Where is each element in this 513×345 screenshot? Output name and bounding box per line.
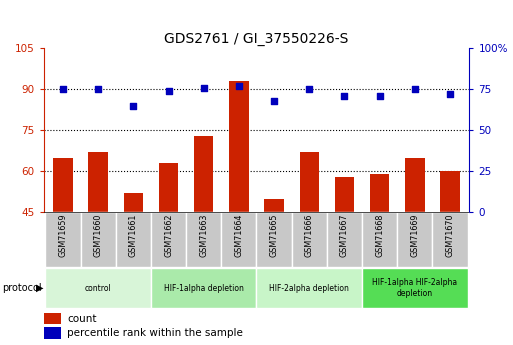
Text: GSM71660: GSM71660 bbox=[94, 214, 103, 257]
Text: GSM71669: GSM71669 bbox=[410, 214, 419, 257]
Bar bbox=[124, 193, 143, 212]
Text: GSM71661: GSM71661 bbox=[129, 214, 138, 257]
Text: percentile rank within the sample: percentile rank within the sample bbox=[67, 328, 243, 338]
Bar bbox=[159, 163, 178, 212]
Point bbox=[94, 87, 102, 92]
Bar bbox=[335, 177, 354, 212]
Point bbox=[165, 88, 173, 93]
Text: GSM71668: GSM71668 bbox=[375, 214, 384, 257]
Point bbox=[376, 93, 384, 99]
FancyBboxPatch shape bbox=[221, 212, 256, 267]
Text: GSM71665: GSM71665 bbox=[270, 214, 279, 257]
FancyBboxPatch shape bbox=[81, 212, 116, 267]
FancyBboxPatch shape bbox=[256, 268, 362, 308]
Text: GSM71664: GSM71664 bbox=[234, 214, 243, 257]
Bar bbox=[300, 152, 319, 212]
FancyBboxPatch shape bbox=[151, 268, 256, 308]
Point bbox=[235, 83, 243, 89]
Point bbox=[305, 87, 313, 92]
Bar bbox=[440, 171, 460, 212]
FancyBboxPatch shape bbox=[432, 212, 468, 267]
Bar bbox=[405, 158, 425, 212]
Point bbox=[270, 98, 278, 104]
FancyBboxPatch shape bbox=[292, 212, 327, 267]
Text: GSM71662: GSM71662 bbox=[164, 214, 173, 257]
Text: GSM71670: GSM71670 bbox=[446, 214, 455, 257]
FancyBboxPatch shape bbox=[186, 212, 221, 267]
Text: GSM71666: GSM71666 bbox=[305, 214, 314, 257]
Text: GSM71663: GSM71663 bbox=[199, 214, 208, 257]
Point bbox=[411, 87, 419, 92]
FancyBboxPatch shape bbox=[45, 212, 81, 267]
FancyBboxPatch shape bbox=[327, 212, 362, 267]
Bar bbox=[229, 81, 249, 212]
Text: ▶: ▶ bbox=[36, 283, 44, 293]
FancyBboxPatch shape bbox=[116, 212, 151, 267]
Title: GDS2761 / GI_37550226-S: GDS2761 / GI_37550226-S bbox=[164, 32, 349, 46]
Point bbox=[59, 87, 67, 92]
Bar bbox=[370, 174, 389, 212]
Text: count: count bbox=[67, 314, 96, 324]
Bar bbox=[194, 136, 213, 212]
Text: HIF-2alpha depletion: HIF-2alpha depletion bbox=[269, 284, 349, 293]
FancyBboxPatch shape bbox=[151, 212, 186, 267]
FancyBboxPatch shape bbox=[45, 268, 151, 308]
Point bbox=[340, 93, 348, 99]
FancyBboxPatch shape bbox=[362, 268, 468, 308]
Bar bbox=[264, 198, 284, 212]
Text: protocol: protocol bbox=[3, 283, 42, 293]
Bar bbox=[53, 158, 73, 212]
Bar bbox=[44, 313, 61, 324]
Bar bbox=[88, 152, 108, 212]
Point bbox=[446, 91, 454, 97]
Point bbox=[200, 85, 208, 90]
Text: HIF-1alpha depletion: HIF-1alpha depletion bbox=[164, 284, 244, 293]
Point bbox=[129, 103, 137, 108]
Text: GSM71667: GSM71667 bbox=[340, 214, 349, 257]
Text: GSM71659: GSM71659 bbox=[58, 214, 67, 257]
FancyBboxPatch shape bbox=[397, 212, 432, 267]
Text: control: control bbox=[85, 284, 111, 293]
FancyBboxPatch shape bbox=[256, 212, 292, 267]
Text: HIF-1alpha HIF-2alpha
depletion: HIF-1alpha HIF-2alpha depletion bbox=[372, 278, 458, 298]
Bar bbox=[44, 327, 61, 339]
FancyBboxPatch shape bbox=[362, 212, 397, 267]
